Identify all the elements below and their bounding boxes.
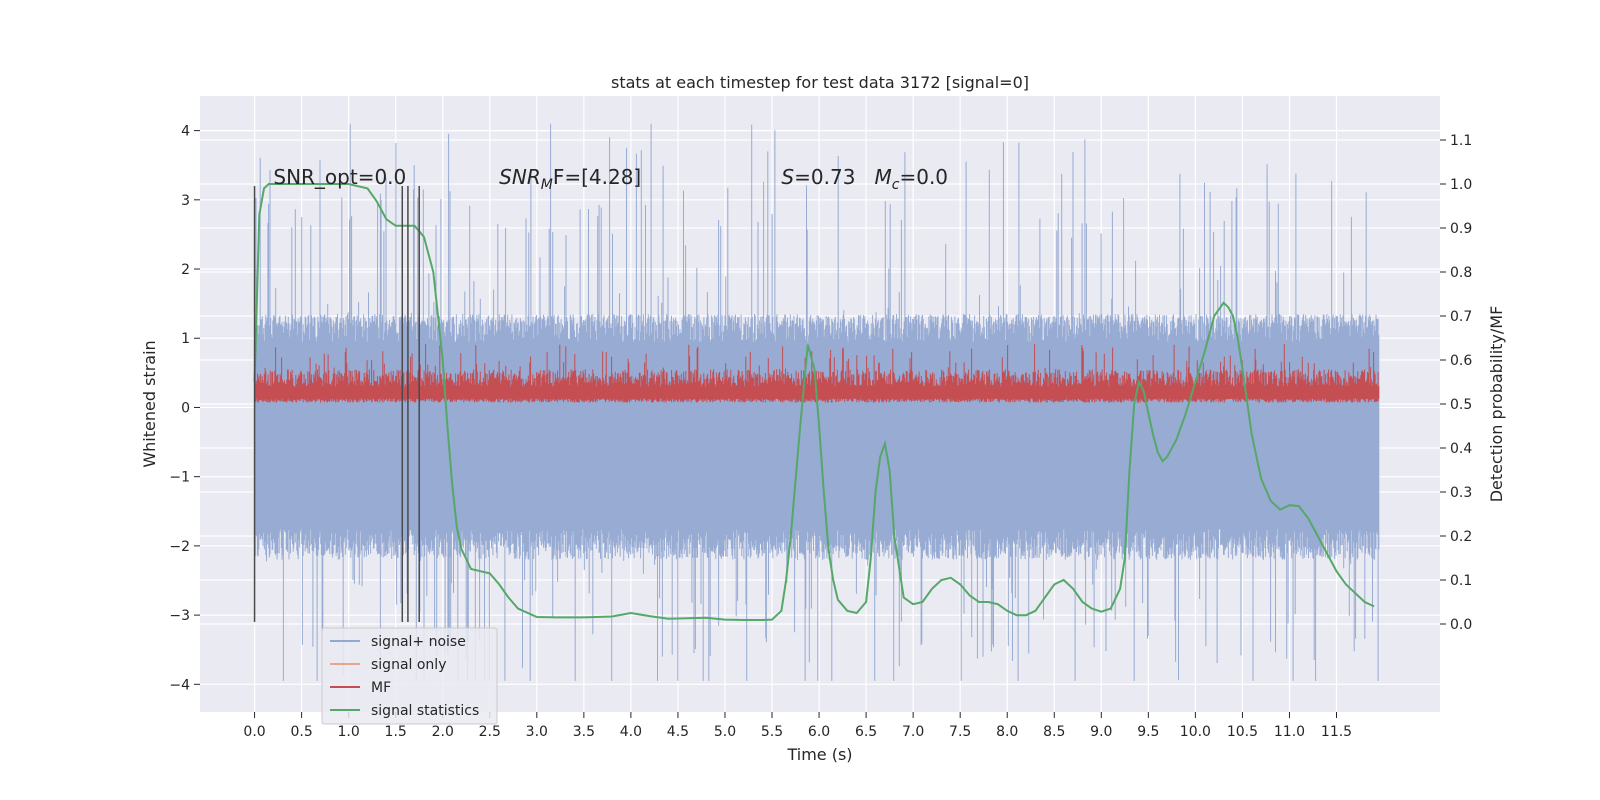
y-tick-label-right: 0.3 (1450, 485, 1472, 501)
legend-label: signal statistics (371, 703, 479, 719)
y-tick-labels-right: 1.1 1.0 0.9 0.8 0.7 0.6 0.5 0.4 0.3 0.2 0.1 0.0 (1440, 133, 1472, 633)
x-tick-label: 3.0 (526, 724, 548, 740)
y-tick-label-right: 0.9 (1450, 221, 1472, 237)
x-tick-label: 10.0 (1180, 724, 1211, 740)
legend-label: MF (371, 680, 391, 696)
y-tick-label-left: 2 (181, 262, 190, 278)
y-tick-label-right: 0.5 (1450, 397, 1472, 413)
y-tick-label-right: 0.1 (1450, 573, 1472, 589)
x-tick-label: 0.5 (290, 724, 312, 740)
y-tick-labels-left: 4 3 2 1 0 −1 −2 −3 −4 (169, 124, 200, 693)
x-tick-label: 4.0 (620, 724, 642, 740)
legend-label: signal+ noise (371, 634, 466, 650)
annotation-snr-mf-base: SNR (499, 165, 541, 189)
y-tick-label-left: 4 (181, 124, 190, 140)
annotation-snr-mf-sub: M (541, 177, 553, 193)
y-tick-label-right: 0.2 (1450, 529, 1472, 545)
x-tick-label: 4.5 (667, 724, 689, 740)
x-tick-label: 7.0 (902, 724, 924, 740)
x-tick-label: 8.0 (996, 724, 1018, 740)
annotation-snr-opt: SNR_opt=0.0 (273, 165, 406, 189)
y-tick-label-left: 0 (181, 400, 190, 416)
y-axis-label-left: Whitened strain (140, 340, 159, 467)
annotation-s-value: =0.73 (794, 165, 855, 189)
x-tick-label: 1.5 (385, 724, 407, 740)
y-tick-label-right: 0.8 (1450, 265, 1472, 281)
annotation-snr-mf: SNRMF=[4.28] (499, 165, 641, 193)
x-tick-label: 11.5 (1321, 724, 1352, 740)
annotation-s-label: S (781, 165, 794, 189)
x-tick-label: 3.5 (573, 724, 595, 740)
legend: signal+ noise signal only MF signal statist… (321, 627, 498, 725)
x-tick-label: 10.5 (1227, 724, 1258, 740)
x-tick-label: 6.5 (855, 724, 877, 740)
annotation-m-value: =0.0 (899, 165, 948, 189)
x-tick-label: 5.5 (761, 724, 783, 740)
y-tick-label-left: −4 (169, 677, 190, 693)
y-tick-label-right: 0.0 (1450, 617, 1472, 633)
x-tick-label: 5.0 (714, 724, 736, 740)
x-tick-label: 9.5 (1137, 724, 1159, 740)
y-tick-label-left: 3 (181, 193, 190, 209)
x-tick-label: 8.5 (1043, 724, 1065, 740)
x-tick-label: 2.0 (432, 724, 454, 740)
x-axis-label: Time (s) (786, 745, 852, 764)
y-tick-label-right: 1.0 (1450, 177, 1472, 193)
legend-box (321, 627, 498, 725)
y-tick-label-left: −2 (169, 539, 190, 555)
y-tick-label-right: 0.6 (1450, 353, 1472, 369)
x-tick-labels: 0.0 0.5 1.0 1.5 2.0 2.5 3.0 3.5 4.0 4.5 5.0 5.5 6.0 6… (243, 712, 1352, 740)
y-tick-label-right: 0.7 (1450, 309, 1472, 325)
x-tick-label: 7.5 (949, 724, 971, 740)
x-tick-label: 11.0 (1274, 724, 1305, 740)
x-tick-label: 9.0 (1090, 724, 1112, 740)
y-tick-label-right: 0.4 (1450, 441, 1472, 457)
x-tick-label: 0.0 (243, 724, 265, 740)
annotation-m-sub: c (892, 177, 900, 193)
y-tick-label-left: 1 (181, 331, 190, 347)
legend-label: signal only (371, 657, 446, 673)
chart-title: stats at each timestep for test data 317… (611, 73, 1029, 92)
y-tick-label-left: −1 (169, 470, 190, 486)
x-tick-label: 6.0 (808, 724, 830, 740)
x-tick-label: 1.0 (338, 724, 360, 740)
annotation-m-label: M (875, 165, 892, 189)
x-tick-label: 2.5 (479, 724, 501, 740)
annotation-s-mc: S=0.73 Mc=0.0 (781, 165, 948, 193)
y-tick-label-left: −3 (169, 608, 190, 624)
annotation-snr-mf-tail: F=[4.28] (553, 165, 641, 189)
y-tick-label-right: 1.1 (1450, 133, 1472, 149)
series-signal-statistics (253, 183, 1375, 621)
y-axis-label-right: Detection probability/MF (1487, 306, 1506, 503)
vertical-markers (253, 185, 420, 623)
